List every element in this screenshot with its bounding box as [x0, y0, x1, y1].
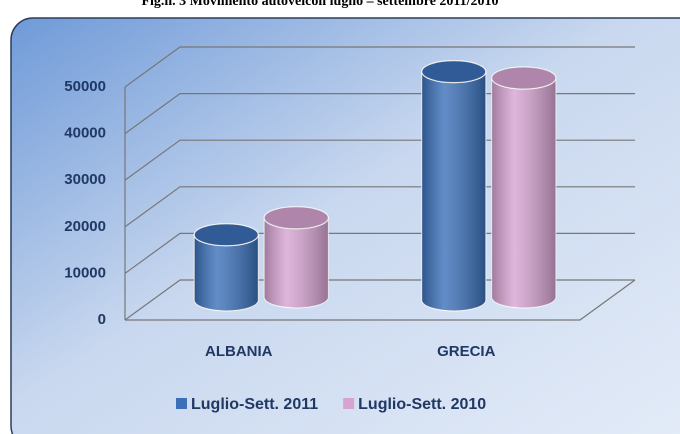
- bar-top: [263, 206, 329, 230]
- bar: [421, 60, 487, 312]
- bar: [491, 66, 557, 309]
- bar-shade: [491, 77, 556, 308]
- bar-shade: [194, 234, 259, 311]
- y-tick-label: 40000: [64, 125, 106, 142]
- bar: [263, 206, 329, 309]
- legend-swatch: [176, 398, 187, 409]
- y-tick-label: 20000: [64, 218, 106, 235]
- bar: [193, 223, 259, 312]
- bar-shade: [264, 217, 329, 308]
- floor: [125, 279, 636, 321]
- chart-area: [10, 17, 680, 434]
- bar-shade: [421, 71, 486, 311]
- legend-label: Luglio-Sett. 2010: [358, 396, 486, 413]
- y-tick-label: 10000: [64, 264, 106, 281]
- bar-top-shade: [194, 223, 259, 246]
- bar-top-shade: [491, 66, 556, 89]
- y-tick-label: 50000: [64, 78, 106, 95]
- grid-line: [124, 46, 635, 88]
- legend-label: Luglio-Sett. 2011: [191, 396, 318, 413]
- bar-top-shade: [421, 60, 486, 83]
- legend-swatch: [343, 398, 355, 409]
- chart-title: Fig.n. 3 Movimento autoveicoli luglio – …: [141, 0, 498, 9]
- x-tick-label: ALBANIA: [205, 343, 273, 360]
- bar-top: [193, 223, 259, 247]
- y-tick-label: 0: [98, 311, 106, 328]
- x-tick-label: GRECIA: [437, 343, 496, 360]
- bar-top: [491, 66, 557, 90]
- y-tick-label: 30000: [64, 171, 106, 188]
- bar-top: [421, 60, 487, 84]
- bar-top-shade: [264, 206, 329, 229]
